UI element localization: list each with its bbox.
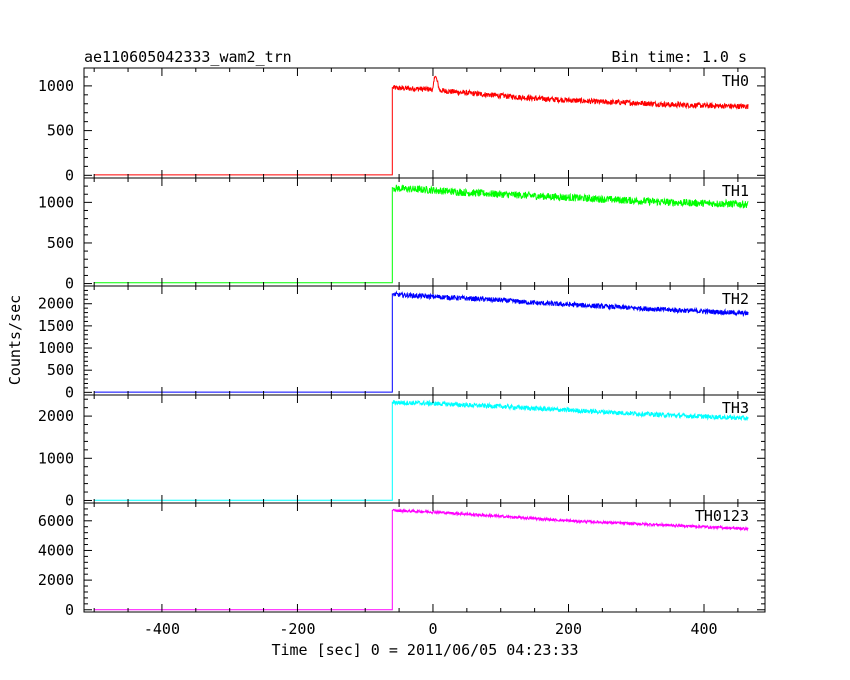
x-tick-label: 0 bbox=[428, 620, 437, 638]
y-tick-label: 500 bbox=[47, 234, 74, 252]
y-tick-label: 1000 bbox=[38, 193, 74, 211]
panel-th1: TH1 0 500 1000 bbox=[38, 177, 766, 293]
chart-title: ae110605042333_wam2_trn bbox=[84, 48, 292, 66]
y-axis-label: Counts/sec bbox=[6, 295, 24, 385]
y-tick-label: 1000 bbox=[38, 339, 74, 357]
panel-frame bbox=[83, 394, 766, 504]
x-tick-label: -200 bbox=[279, 620, 315, 638]
panel-th0123: TH0123 0 2000 4000 6000 bbox=[38, 502, 766, 619]
y-tick-label: 1500 bbox=[38, 317, 74, 335]
y-tick-label: 0 bbox=[65, 166, 74, 184]
series-line-th0 bbox=[94, 75, 749, 176]
panel-th3: TH3 0 1000 2000 bbox=[38, 394, 766, 509]
y-tick-label: 500 bbox=[47, 122, 74, 140]
panel-label: TH2 bbox=[722, 290, 749, 308]
panel-label: TH1 bbox=[722, 182, 749, 200]
y-tick-label: 2000 bbox=[38, 295, 74, 313]
y-tick-label: 2000 bbox=[38, 407, 74, 425]
panel-frame bbox=[83, 502, 766, 613]
panel-frame bbox=[83, 177, 766, 287]
y-tick-label: 1000 bbox=[38, 77, 74, 95]
panel-label: TH0123 bbox=[695, 507, 749, 525]
panels-group: TH0 0 500 1000 TH1 0 500 1000 TH2 0 500 1000 1500 200… bbox=[38, 67, 766, 638]
panel-label: TH0 bbox=[722, 72, 749, 90]
panel-th2: TH2 0 500 1000 1500 2000 bbox=[38, 285, 766, 401]
x-tick-label: -400 bbox=[144, 620, 180, 638]
panel-frame bbox=[83, 285, 766, 396]
panel-label: TH3 bbox=[722, 399, 749, 417]
y-tick-label: 0 bbox=[65, 601, 74, 619]
panel-frame bbox=[83, 67, 766, 179]
x-axis-label: Time [sec] 0 = 2011/06/05 04:23:33 bbox=[271, 641, 578, 659]
y-tick-label: 6000 bbox=[38, 512, 74, 530]
x-tick-label: 400 bbox=[690, 620, 717, 638]
panel-th0: TH0 0 500 1000 bbox=[38, 67, 766, 184]
y-tick-label: 2000 bbox=[38, 571, 74, 589]
y-tick-label: 1000 bbox=[38, 449, 74, 467]
y-tick-label: 0 bbox=[65, 491, 74, 509]
y-tick-label: 4000 bbox=[38, 541, 74, 559]
series-line-th0123 bbox=[94, 508, 749, 611]
y-tick-label: 0 bbox=[65, 383, 74, 401]
bin-time-label: Bin time: 1.0 s bbox=[612, 48, 747, 66]
y-tick-label: 500 bbox=[47, 361, 74, 379]
series-line-th2 bbox=[94, 290, 749, 393]
series-line-th1 bbox=[94, 184, 749, 284]
y-tick-label: 0 bbox=[65, 275, 74, 293]
x-tick-label: 200 bbox=[555, 620, 582, 638]
series-line-th3 bbox=[94, 399, 749, 501]
